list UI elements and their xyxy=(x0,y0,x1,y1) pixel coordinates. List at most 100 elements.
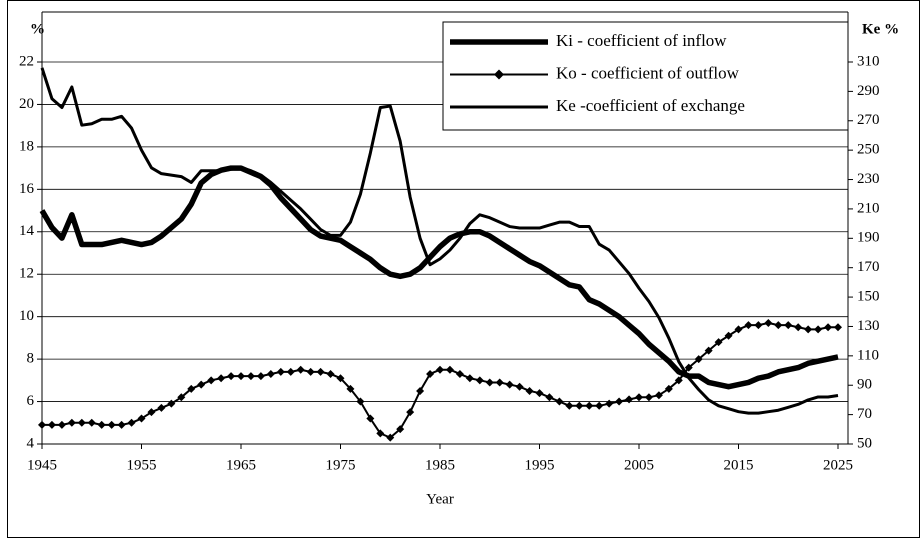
x-tick-label: 2015 xyxy=(724,457,754,473)
marker xyxy=(515,382,524,391)
marker xyxy=(77,418,86,427)
marker xyxy=(704,346,713,355)
y2-tick-label: 250 xyxy=(857,142,880,158)
marker xyxy=(644,393,653,402)
marker xyxy=(217,374,226,383)
chart-frame xyxy=(7,0,920,538)
y2-tick-label: 130 xyxy=(857,318,880,334)
marker xyxy=(834,323,842,332)
marker xyxy=(436,365,444,374)
marker xyxy=(376,429,385,438)
marker xyxy=(97,420,106,429)
marker xyxy=(724,331,733,340)
marker xyxy=(197,380,206,389)
marker xyxy=(495,378,504,387)
y-tick-label: 12 xyxy=(19,266,34,282)
marker xyxy=(366,414,375,423)
marker xyxy=(316,367,325,376)
marker xyxy=(207,376,216,385)
y-tick-label: 20 xyxy=(19,96,34,112)
marker xyxy=(67,418,76,427)
marker xyxy=(455,369,464,378)
marker xyxy=(336,374,345,383)
marker xyxy=(386,433,395,442)
marker xyxy=(714,338,723,347)
y2-tick-label: 90 xyxy=(857,377,872,393)
y-tick-label: 16 xyxy=(19,181,35,197)
marker xyxy=(406,408,415,417)
x-tick-label: 1965 xyxy=(226,457,256,473)
legend-label: Ki - coefficient of inflow xyxy=(556,31,727,50)
marker xyxy=(426,369,435,378)
marker xyxy=(157,403,166,412)
y-tick-label: 22 xyxy=(19,53,34,69)
marker xyxy=(266,369,275,378)
marker xyxy=(814,325,823,334)
marker xyxy=(605,399,614,408)
marker xyxy=(38,420,46,429)
marker xyxy=(615,397,624,406)
marker xyxy=(276,367,285,376)
marker xyxy=(47,420,56,429)
marker xyxy=(445,365,454,374)
marker xyxy=(734,325,743,334)
x-tick-label: 1985 xyxy=(425,457,455,473)
y2-tick-label: 310 xyxy=(857,53,880,69)
x-tick-label: 1955 xyxy=(127,457,157,473)
marker xyxy=(485,378,494,387)
marker xyxy=(306,367,315,376)
y-tick-label: 10 xyxy=(19,308,34,324)
marker xyxy=(784,321,793,330)
marker xyxy=(684,363,693,372)
y2-tick-label: 190 xyxy=(857,230,880,246)
marker xyxy=(654,391,663,400)
marker xyxy=(625,395,634,404)
marker xyxy=(286,367,295,376)
marker xyxy=(565,401,574,410)
marker xyxy=(177,393,186,402)
marker xyxy=(824,323,833,332)
marker xyxy=(167,399,176,408)
marker xyxy=(137,414,146,423)
marker xyxy=(804,325,813,334)
y2-tick-label: 70 xyxy=(857,406,872,422)
x-tick-label: 2005 xyxy=(624,457,654,473)
marker xyxy=(774,321,783,330)
series-line xyxy=(39,165,839,390)
marker xyxy=(585,401,594,410)
legend-marker xyxy=(494,69,504,80)
marker xyxy=(127,418,136,427)
marker xyxy=(87,418,96,427)
y2-tick-label: 290 xyxy=(857,83,880,99)
marker xyxy=(595,401,604,410)
marker xyxy=(674,376,683,385)
y-axis-label: % xyxy=(30,21,45,37)
series-line xyxy=(40,67,839,415)
y-tick-label: 6 xyxy=(27,393,35,409)
y2-axis-label: Ke % xyxy=(862,21,899,37)
y2-tick-label: 50 xyxy=(857,435,872,451)
y2-tick-label: 230 xyxy=(857,171,880,187)
marker xyxy=(545,393,554,402)
legend-label: Ko - coefficient of outflow xyxy=(556,63,740,82)
marker xyxy=(237,372,245,381)
marker xyxy=(635,393,643,402)
marker xyxy=(396,425,405,434)
marker xyxy=(794,323,803,332)
marker xyxy=(107,420,116,429)
marker xyxy=(575,401,584,410)
y2-tick-label: 110 xyxy=(857,347,879,363)
marker xyxy=(505,380,514,389)
marker xyxy=(356,397,365,406)
marker xyxy=(296,365,305,374)
legend-label: Ke -coefficient of exchange xyxy=(556,96,745,115)
y2-tick-label: 270 xyxy=(857,112,880,128)
y-tick-label: 8 xyxy=(27,351,35,367)
y2-tick-label: 150 xyxy=(857,289,880,305)
marker xyxy=(57,420,66,429)
marker xyxy=(346,384,355,393)
marker xyxy=(326,369,335,378)
x-tick-label: 1995 xyxy=(525,457,555,473)
marker xyxy=(465,374,474,383)
